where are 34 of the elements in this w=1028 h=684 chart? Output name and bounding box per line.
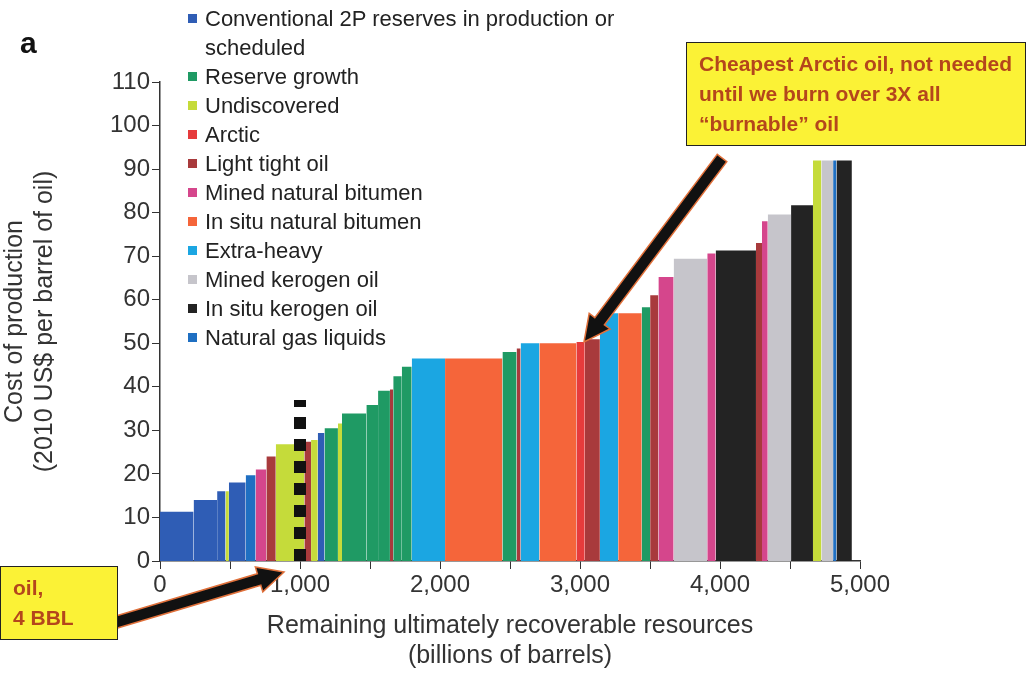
x-tick-label: 2,000 — [409, 570, 471, 598]
legend-label: Mined natural bitumen — [205, 179, 423, 207]
y-tick-label: 90 — [123, 153, 150, 181]
y-tick-label: 40 — [123, 371, 150, 399]
y-tick-label: 10 — [123, 502, 150, 530]
y-axis-title: Cost of production (2010 US$ per barrel of oil) — [0, 170, 57, 473]
text: oil, 4 BBL — [0, 566, 118, 640]
y-tick-label: 0 — [136, 545, 150, 573]
annotation: Cheapest Arctic oil, not needed until we burn over 3X all “burnable” oil — [686, 42, 1026, 146]
x-tick-label: 5,000 — [829, 570, 891, 598]
legend-label: Extra-heavy — [205, 237, 323, 265]
y-tick-label: 60 — [123, 284, 150, 312]
x-tick-label: 4,000 — [689, 570, 751, 598]
y-tick-label: 50 — [123, 327, 150, 355]
legend-label: Arctic — [205, 121, 260, 149]
text: a — [20, 26, 37, 60]
x-tick-label: 1,000 — [269, 570, 331, 598]
legend-label: Undiscovered — [205, 92, 340, 120]
y-tick-label: 20 — [123, 458, 150, 486]
legend-label: In situ kerogen oil — [205, 295, 378, 323]
legend-label: Natural gas liquids — [205, 324, 386, 352]
legend-label: In situ natural bitumen — [205, 208, 422, 236]
y-tick-label: 80 — [123, 197, 150, 225]
x-tick-label: 0 — [153, 570, 167, 598]
legend-label: Conventional 2P reserves in production or scheduled — [205, 5, 616, 62]
x-tick-label: 3,000 — [549, 570, 611, 598]
legend-label: Mined kerogen oil — [205, 266, 379, 294]
legend-label: Reserve growth — [205, 63, 360, 91]
y-tick-label: 70 — [123, 240, 150, 268]
y-tick-label: 100 — [109, 110, 150, 138]
y-tick-label: 110 — [111, 66, 150, 94]
y-tick-label: 30 — [123, 414, 150, 442]
x-axis-title: Remaining ultimately recoverable resources (billions of barrels) — [266, 609, 754, 668]
legend-label: Light tight oil — [205, 150, 329, 178]
